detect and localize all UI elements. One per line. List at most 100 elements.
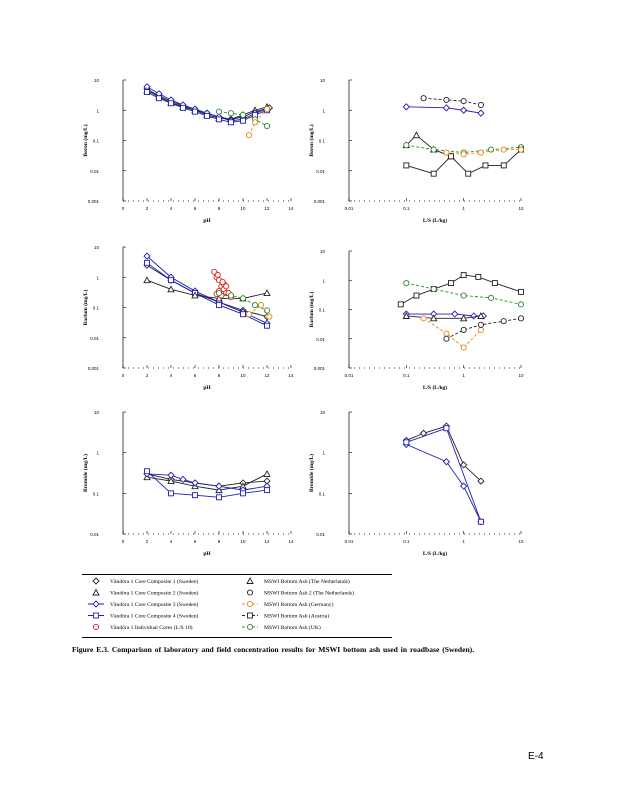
data-point <box>430 170 437 177</box>
x-tick-label: 14 <box>288 206 294 211</box>
x-tick-label: 0.1 <box>403 373 410 378</box>
legend-entry: MSWI Bottom Ash (UK) <box>242 623 321 631</box>
data-point <box>442 458 451 466</box>
y-tick-label: 0.001 <box>314 199 326 204</box>
y-tick-label: 0.01 <box>316 169 325 174</box>
legend-entry: MSWI Bottom Ash (Germany) <box>242 600 334 608</box>
series <box>403 425 484 525</box>
series <box>402 312 485 322</box>
data-point <box>477 109 485 117</box>
series-line <box>146 470 268 498</box>
x-tick-label: 10 <box>240 206 246 211</box>
series <box>402 103 485 117</box>
y-tick-label: 1 <box>322 451 325 456</box>
y-tick-label: 1 <box>322 108 325 113</box>
data-point <box>477 321 484 328</box>
x-tick-label: 4 <box>170 373 173 378</box>
data-point <box>397 301 404 308</box>
series <box>403 280 525 308</box>
x-tick-label: 1 <box>462 539 465 544</box>
y-tick-label: 10 <box>94 410 100 415</box>
data-point <box>245 311 253 318</box>
data-point <box>216 116 222 123</box>
chart-bromide-ls: 0.01 0.1 1 10 0.01 0.1 1 10 L/S (L/kg) Bromide (m… <box>308 410 524 557</box>
data-point <box>403 280 410 287</box>
data-point <box>442 104 451 112</box>
x-axis-label: L/S (L/kg) <box>423 217 447 224</box>
x-tick-label: 14 <box>288 539 294 544</box>
data-point <box>219 278 226 285</box>
series-line <box>423 97 482 106</box>
data-point <box>482 162 489 169</box>
data-point <box>420 95 427 102</box>
data-point <box>240 490 246 497</box>
y-axis-label: Barium (mg/L) <box>82 290 89 326</box>
legend-marker <box>93 612 99 619</box>
data-point <box>168 100 174 107</box>
x-tick-label: 8 <box>218 206 221 211</box>
data-point <box>167 471 175 479</box>
legend-label: Vändöra 1 Individual Cores (L/S 10) <box>110 624 193 631</box>
x-tick-label: 2 <box>146 539 149 544</box>
data-point <box>460 106 468 114</box>
series-line <box>406 282 522 305</box>
legend-marker <box>247 612 253 619</box>
data-point <box>460 461 468 469</box>
x-tick-label: 6 <box>194 206 197 211</box>
x-tick-label: 6 <box>194 373 197 378</box>
data-point <box>239 111 247 118</box>
series-line <box>146 473 268 491</box>
data-point <box>168 490 174 497</box>
data-point <box>245 132 253 139</box>
data-point <box>263 469 271 477</box>
x-axis-label: pH <box>203 385 211 391</box>
data-point <box>143 276 151 284</box>
data-point <box>167 477 175 485</box>
x-tick-label: 12 <box>264 206 270 211</box>
data-point <box>403 142 410 149</box>
x-tick-label: 2 <box>146 206 149 211</box>
data-point <box>403 162 410 169</box>
x-tick-label: 6 <box>194 539 197 544</box>
data-point <box>477 477 485 485</box>
x-tick-label: 0.01 <box>345 539 354 544</box>
data-point <box>179 475 187 484</box>
figure-legend: Vändöra 1 Core Composite 1 (Sweden) Vändö… <box>82 574 392 638</box>
series <box>143 276 271 302</box>
data-point <box>204 112 210 119</box>
data-point <box>460 482 468 490</box>
y-tick-label: 0.1 <box>93 139 100 144</box>
data-point <box>167 285 175 293</box>
data-point <box>459 314 468 322</box>
x-tick-label: 0.1 <box>403 539 410 544</box>
data-point <box>257 302 265 309</box>
data-point <box>240 117 246 124</box>
data-point <box>402 312 411 319</box>
series-line <box>218 111 268 127</box>
data-point <box>216 494 222 501</box>
data-point <box>215 290 223 297</box>
legend-label: MSWI Bottom Ash (Germany) <box>264 601 334 608</box>
data-point <box>430 286 437 293</box>
data-point <box>251 119 259 126</box>
data-point <box>214 271 221 278</box>
data-point <box>239 295 247 302</box>
x-axis-label: pH <box>203 551 211 557</box>
y-tick-label: 10 <box>320 410 326 415</box>
y-tick-label: 0.1 <box>319 139 326 144</box>
legend-label: MSWI Bottom Ash (The Netherlands) <box>264 578 350 585</box>
data-point <box>402 103 410 111</box>
x-tick-label: 0.01 <box>345 206 354 211</box>
legend-marker <box>246 577 254 584</box>
y-tick-label: 1 <box>96 451 99 456</box>
data-point <box>429 314 438 322</box>
data-point <box>517 301 525 308</box>
chart-barium-ph: 0.001 0.01 0.1 1 10 0 2 4 6 8 10 12 14 pH Barium (mg/L… <box>82 245 294 391</box>
data-point <box>443 149 450 156</box>
data-point <box>470 312 478 320</box>
data-point <box>460 98 467 105</box>
legend-marker <box>92 588 100 596</box>
data-point <box>443 96 450 103</box>
data-point <box>460 344 467 351</box>
legend-label: MSWI Bottom Ash (Austria) <box>264 613 329 620</box>
